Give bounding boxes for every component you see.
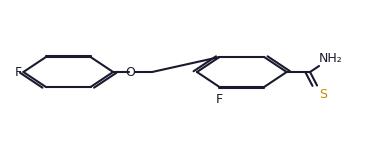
Text: F: F	[216, 93, 223, 106]
Text: O: O	[126, 66, 136, 78]
Text: F: F	[14, 66, 21, 78]
Text: S: S	[319, 88, 327, 101]
Text: NH₂: NH₂	[319, 52, 343, 65]
